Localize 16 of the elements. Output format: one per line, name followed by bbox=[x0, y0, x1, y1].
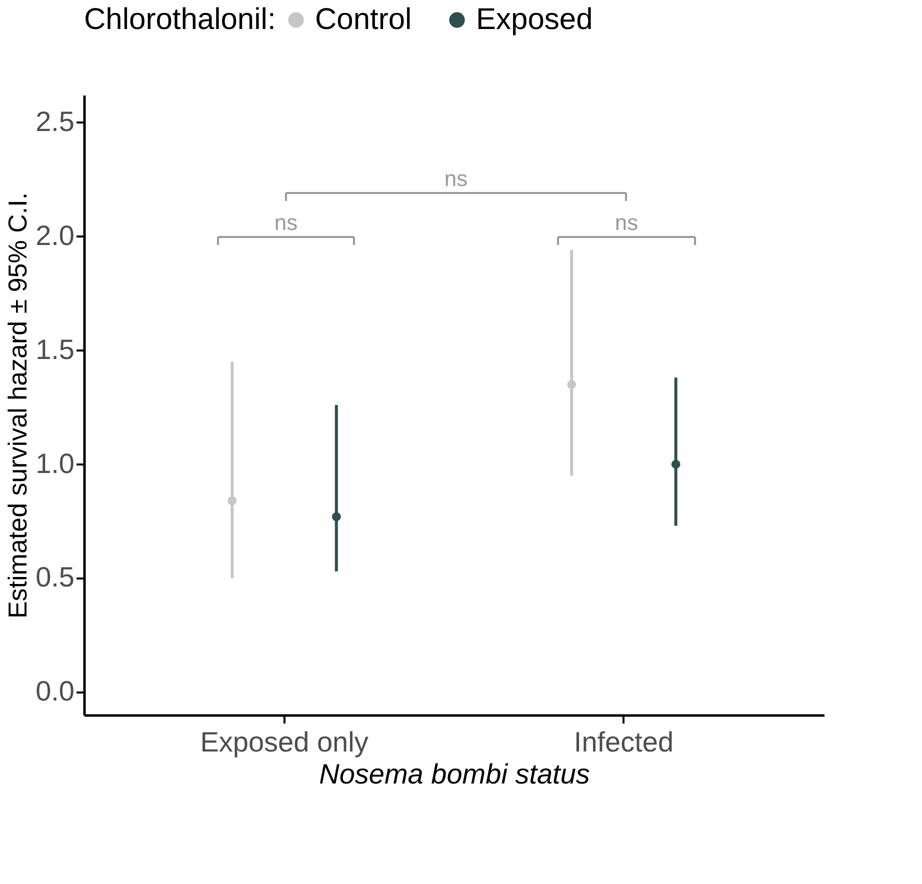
legend-label: Exposed bbox=[476, 3, 593, 36]
x-axis-title: Nosema bombi status bbox=[319, 758, 590, 790]
legend-label: Control bbox=[315, 3, 412, 36]
annotation: ns bbox=[614, 210, 638, 235]
y-tick-label: 1.5 bbox=[36, 334, 74, 365]
y-tick-label: 2.5 bbox=[36, 106, 74, 137]
annotation: ns bbox=[444, 166, 468, 191]
annotation: ns bbox=[274, 210, 298, 235]
y-axis-title: Estimated survival hazard ± 95% C.I. bbox=[2, 192, 33, 619]
y-tick-label: 1.0 bbox=[36, 448, 74, 479]
y-tick-label: 2.0 bbox=[36, 220, 74, 251]
y-tick-label: 0.5 bbox=[36, 562, 74, 593]
y-tick-label: 0.0 bbox=[36, 676, 74, 707]
legend-title: Chlorothalonil: bbox=[84, 3, 276, 36]
x-tick-label: Infected bbox=[574, 726, 674, 758]
x-tick-label: Exposed only bbox=[200, 726, 368, 758]
